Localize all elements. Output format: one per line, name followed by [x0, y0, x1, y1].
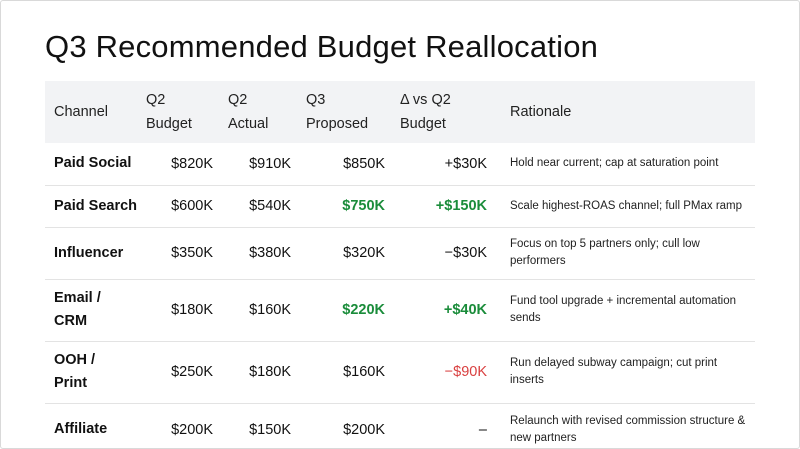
cell-rationale: Fund tool upgrade + incremental automati… — [510, 295, 736, 324]
cell-q2-budget: $200K — [171, 421, 213, 438]
cell-q3-proposed: $850K — [343, 155, 385, 172]
cell-q2-actual: $910K — [249, 155, 291, 172]
table-row: Email / CRM $180K $160K $220K +$40K Fund… — [45, 279, 755, 341]
cell-q2-budget: $820K — [171, 155, 213, 172]
table-row: Paid Search $600K $540K $750K +$150K Sca… — [45, 185, 755, 227]
cell-q3-proposed: $750K — [342, 198, 385, 214]
cell-q2-actual: $180K — [249, 364, 291, 380]
cell-rationale: Scale highest-ROAS channel; full PMax ra… — [510, 199, 743, 212]
cell-q2-budget: $350K — [171, 245, 213, 261]
cell-delta: +$30K — [444, 155, 487, 172]
header-delta: Δ vs Q2 Budget — [400, 92, 451, 132]
cell-q2-actual: $160K — [249, 302, 291, 318]
header-q3-proposed: Q3 Proposed — [306, 92, 369, 132]
cell-channel: Paid Search — [54, 197, 138, 214]
cell-rationale: Run delayed subway campaign; cut print i… — [510, 357, 718, 386]
table-row: Paid Social $820K $910K $850K +$30K Hold… — [45, 143, 755, 185]
cell-q2-budget: $250K — [171, 364, 213, 380]
cell-delta: −$30K — [444, 245, 487, 261]
header-q2-budget: Q2 Budget — [146, 92, 192, 132]
cell-q2-actual: $540K — [249, 198, 291, 214]
cell-channel: Email / CRM — [54, 290, 101, 329]
cell-channel: Influencer — [54, 244, 124, 261]
cell-delta: – — [478, 421, 487, 438]
table-header-row: Channel Q2 Budget Q2 Actual Q3 Proposed … — [45, 81, 755, 143]
table-row: Influencer $350K $380K $320K −$30K Focus… — [45, 227, 755, 279]
cell-channel: OOH / Print — [54, 352, 96, 391]
cell-channel: Affiliate — [54, 421, 108, 438]
budget-table: Channel Q2 Budget Q2 Actual Q3 Proposed … — [45, 81, 755, 448]
cell-q3-proposed: $160K — [343, 364, 385, 380]
header-rationale: Rationale — [510, 104, 572, 120]
cell-q3-proposed: $200K — [343, 421, 385, 438]
cell-q2-budget: $600K — [171, 198, 213, 214]
header-q2-actual: Q2 Actual — [228, 92, 269, 132]
cell-delta: +$150K — [435, 198, 487, 214]
cell-delta: +$40K — [443, 302, 487, 318]
cell-rationale: Relaunch with revised commission structu… — [510, 414, 746, 444]
table-row: Affiliate $200K $150K $200K – Relaunch w… — [45, 403, 755, 448]
header-channel: Channel — [54, 104, 109, 120]
cell-delta: −$90K — [444, 364, 487, 380]
table-row: OOH / Print $250K $180K $160K −$90K Run … — [45, 341, 755, 403]
cell-q2-budget: $180K — [171, 302, 213, 318]
cell-q2-actual: $380K — [249, 245, 291, 261]
cell-channel: Paid Social — [54, 155, 132, 172]
cell-q3-proposed: $320K — [343, 245, 385, 261]
cell-rationale: Hold near current; cap at saturation poi… — [510, 157, 719, 170]
cell-q2-actual: $150K — [249, 421, 291, 438]
slide-title: Q3 Recommended Budget Reallocation — [45, 29, 599, 64]
cell-q3-proposed: $220K — [342, 302, 385, 318]
cell-rationale: Focus on top 5 partners only; cull low p… — [510, 238, 700, 267]
